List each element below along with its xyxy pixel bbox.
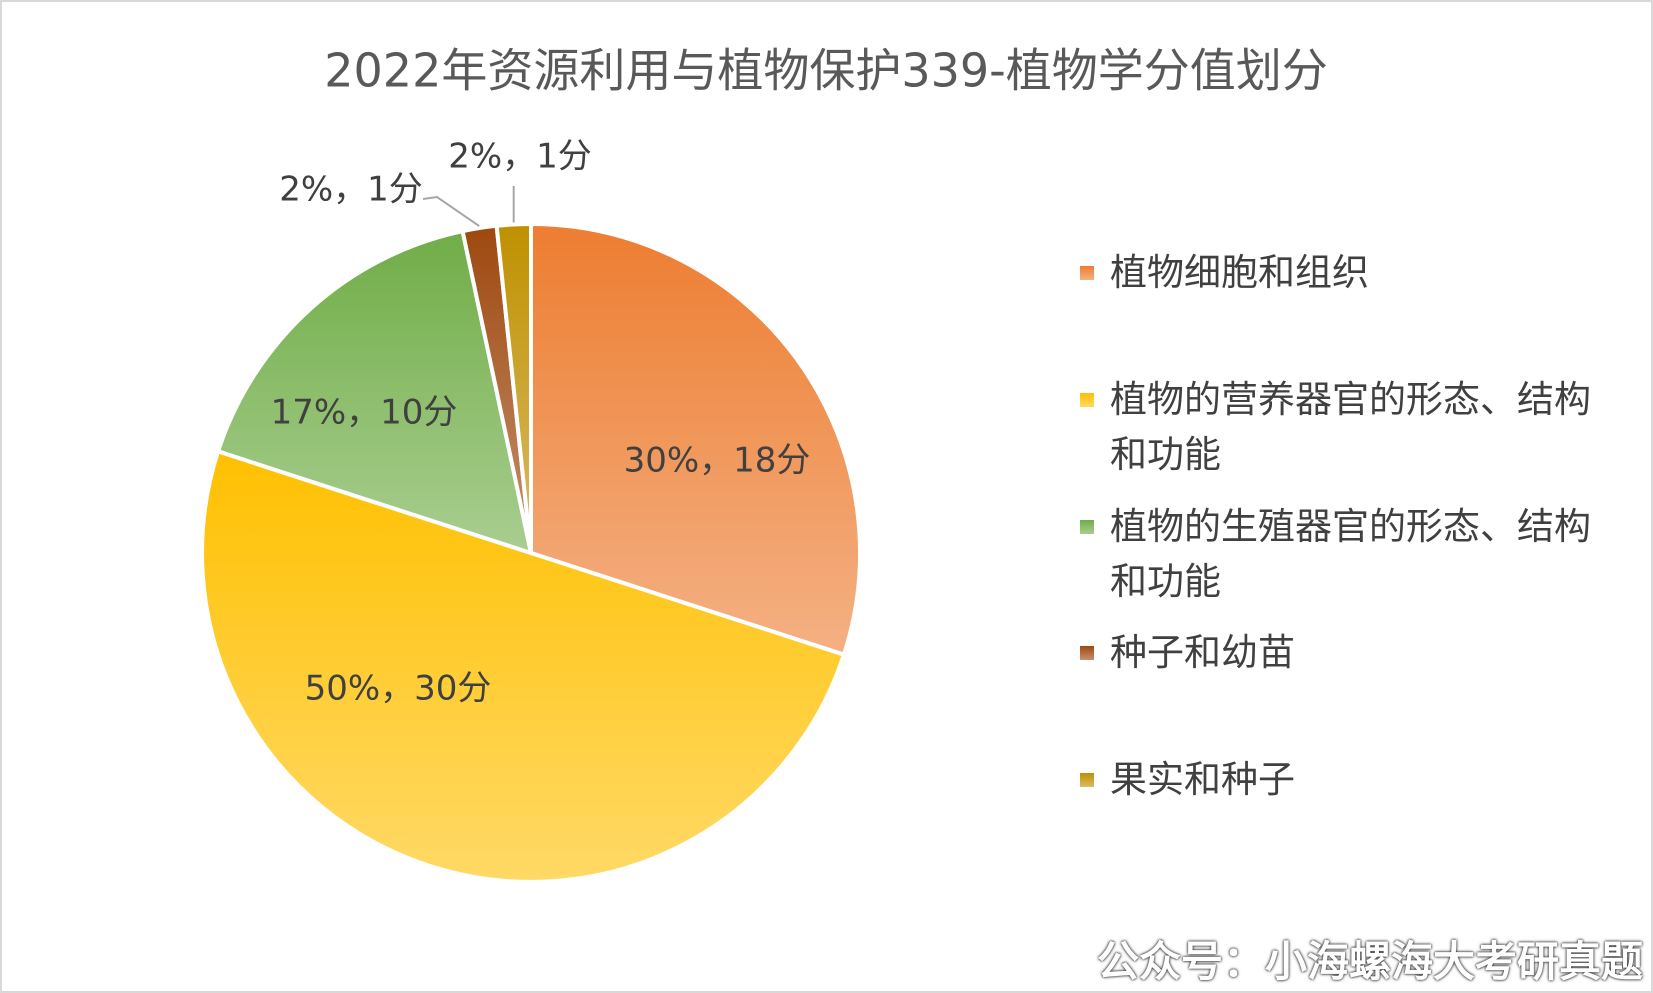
pie-slice <box>200 448 847 884</box>
data-label: 17%，10分 <box>271 393 458 433</box>
data-label: 30%，18分 <box>624 441 811 481</box>
legend-label: 果实和种子 <box>1110 758 1295 801</box>
pie-slice <box>529 221 863 658</box>
data-label: 2%，1分 <box>279 170 423 210</box>
legend-label: 植物的营养器官的形态、结构和功能 <box>1110 378 1591 476</box>
chart-title: 2022年资源利用与植物保护339-植物学分值划分 <box>324 44 1327 98</box>
legend-swatch <box>1080 773 1094 787</box>
legend-label: 植物细胞和组织 <box>1110 251 1369 294</box>
leader-line <box>422 195 480 227</box>
legend-swatch <box>1080 393 1094 407</box>
legend-item: 植物的营养器官的形态、结构和功能 <box>1080 372 1600 482</box>
legend-item: 果实和种子 <box>1080 752 1600 807</box>
pie-slice <box>494 221 533 554</box>
legend-item: 种子和幼苗 <box>1080 625 1600 680</box>
legend-label: 植物的生殖器官的形态、结构和功能 <box>1110 505 1591 603</box>
pie-slice <box>215 228 534 556</box>
legend-item: 植物细胞和组织 <box>1080 245 1600 300</box>
data-label: 2%，1分 <box>448 137 592 177</box>
data-label: 50%，30分 <box>305 669 492 709</box>
watermark: 公众号：小海螺海大考研真题 <box>1096 937 1643 986</box>
legend-item: 植物的生殖器官的形态、结构和功能 <box>1080 499 1600 609</box>
legend-label: 种子和幼苗 <box>1110 631 1295 674</box>
legend-swatch <box>1080 266 1094 280</box>
legend-swatch <box>1080 646 1094 660</box>
legend-swatch <box>1080 520 1094 534</box>
